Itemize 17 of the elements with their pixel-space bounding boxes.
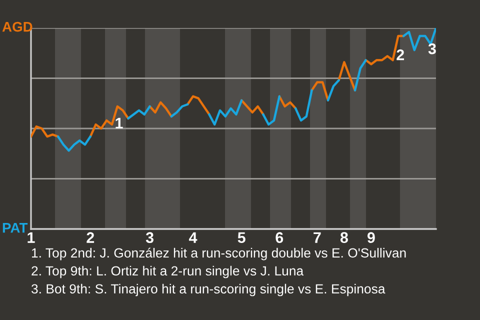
annotation: 1 (116, 118, 123, 128)
x-tick-label: 2 (86, 232, 94, 243)
x-tick-label: 6 (276, 232, 284, 243)
text: PAT (2, 223, 28, 233)
x-tick-label: 8 (340, 232, 348, 243)
x-tick-label: 3 (146, 232, 154, 244)
text: 3. Bot 9th: S. Tinajero hit a run-scoring single vs E. Espinosa (32, 284, 386, 296)
x-tick-label: 7 (314, 232, 321, 243)
x-tick-label: 9 (367, 232, 375, 243)
annotation: 2 (396, 49, 404, 60)
x-tick-label: 1 (28, 232, 35, 243)
annotation: AGD (2, 22, 32, 32)
text: 1. Top 2nd: J. González hit a run-scoring double vs E. O'Sullivan (32, 248, 406, 260)
text: 2. Top 9th: L. Ortiz hit a 2-run single vs J. Luna (32, 266, 304, 278)
annotation: 3 (428, 43, 436, 54)
x-tick-label: 5 (238, 232, 246, 243)
x-tick-label: 4 (188, 232, 198, 243)
